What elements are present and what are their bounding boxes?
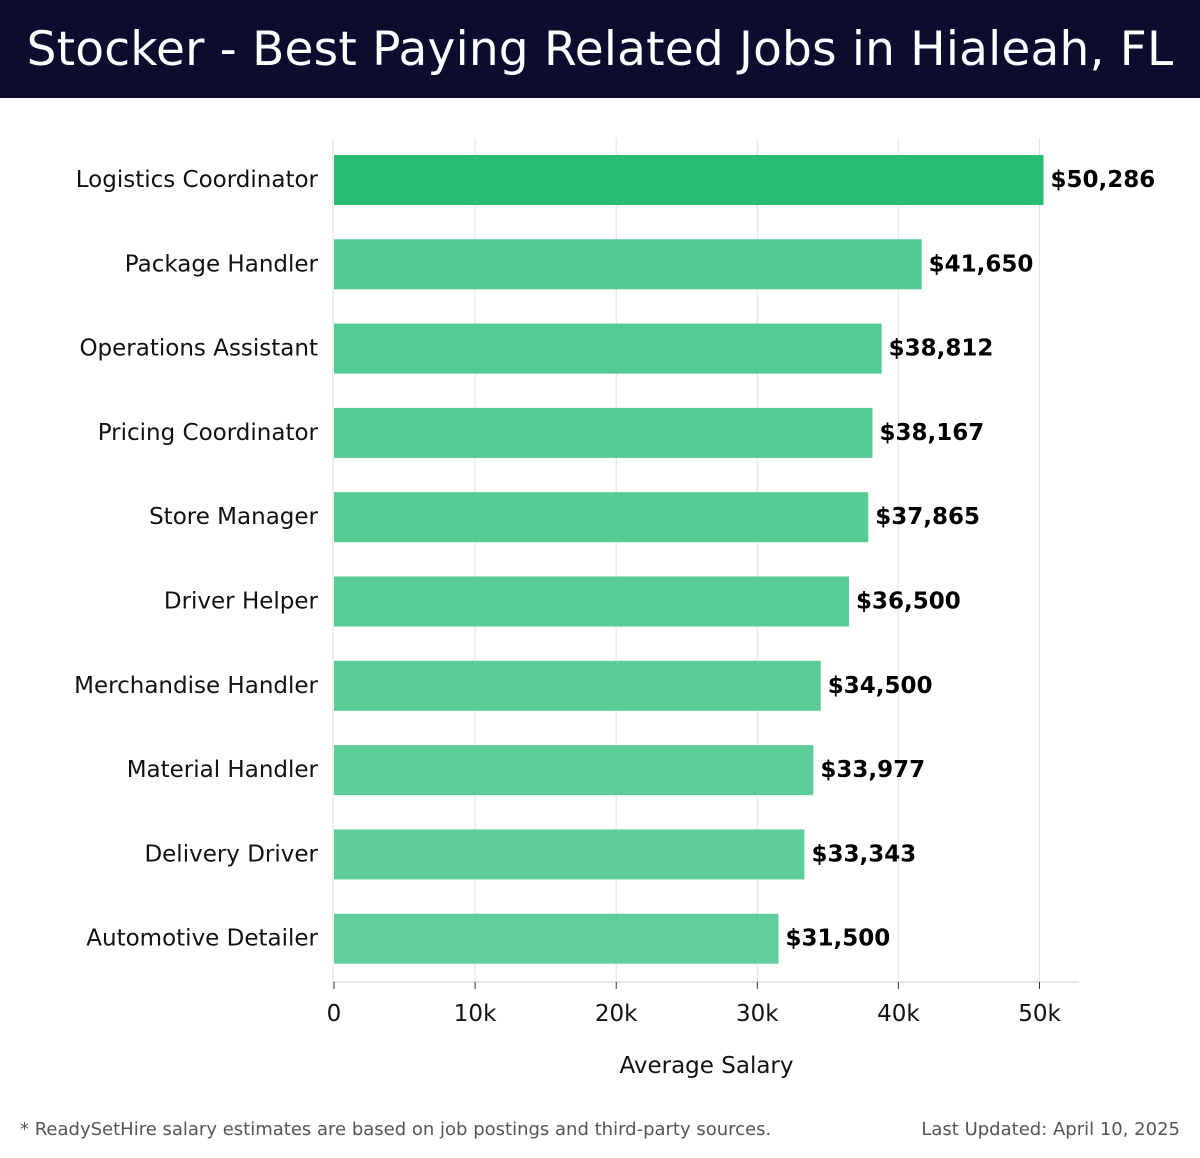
category-label: Material Handler bbox=[127, 757, 319, 783]
value-label: $36,500 bbox=[856, 589, 961, 615]
header-banner: Stocker - Best Paying Related Jobs in Hi… bbox=[0, 0, 1200, 98]
category-label: Pricing Coordinator bbox=[98, 420, 319, 446]
category-labels: Logistics Coordinator Package Handler Oper… bbox=[74, 167, 318, 952]
value-label: $38,167 bbox=[880, 420, 985, 446]
bar bbox=[334, 407, 873, 458]
category-label: Driver Helper bbox=[164, 589, 319, 615]
value-label: $41,650 bbox=[929, 251, 1034, 277]
bar bbox=[334, 745, 814, 796]
bar bbox=[334, 829, 805, 880]
bar bbox=[334, 576, 850, 627]
category-label: Delivery Driver bbox=[144, 841, 318, 867]
chart-title: Stocker - Best Paying Related Jobs in Hi… bbox=[26, 21, 1174, 77]
value-labels: $50,286 $41,650 $38,812 $38,167 $37,865 $36,5… bbox=[785, 167, 1155, 952]
value-label: $37,865 bbox=[875, 504, 980, 530]
x-tick-label: 30k bbox=[736, 1001, 779, 1027]
bar bbox=[334, 323, 882, 374]
x-tick-label: 0 bbox=[327, 1001, 342, 1027]
category-label: Package Handler bbox=[125, 251, 319, 277]
footer-note: * ReadySetHire salary estimates are base… bbox=[20, 1119, 772, 1140]
x-tick-label: 10k bbox=[454, 1001, 497, 1027]
bars bbox=[334, 155, 1044, 964]
x-tick-label: 40k bbox=[877, 1001, 920, 1027]
last-updated: Last Updated: April 10, 2025 bbox=[921, 1119, 1180, 1140]
x-tick-label: 20k bbox=[595, 1001, 638, 1027]
category-label: Operations Assistant bbox=[79, 336, 318, 362]
bar bbox=[334, 492, 869, 543]
bar bbox=[334, 155, 1044, 205]
category-label: Automotive Detailer bbox=[86, 926, 318, 952]
value-label: $38,812 bbox=[889, 336, 994, 362]
value-label: $50,286 bbox=[1051, 167, 1156, 193]
category-label: Merchandise Handler bbox=[74, 673, 318, 699]
bar bbox=[334, 660, 821, 711]
value-label: $33,977 bbox=[820, 757, 925, 783]
bar bbox=[334, 239, 922, 290]
x-tick-label: 50k bbox=[1018, 1001, 1061, 1027]
value-label: $31,500 bbox=[785, 926, 890, 952]
bar bbox=[334, 913, 779, 964]
value-label: $34,500 bbox=[828, 673, 933, 699]
x-axis: 0 10k 20k 30k 40k 50k Average Salary bbox=[327, 138, 1079, 1079]
x-axis-title: Average Salary bbox=[619, 1053, 793, 1079]
value-label: $33,343 bbox=[811, 841, 916, 867]
category-label: Logistics Coordinator bbox=[76, 167, 319, 193]
category-label: Store Manager bbox=[149, 504, 318, 530]
